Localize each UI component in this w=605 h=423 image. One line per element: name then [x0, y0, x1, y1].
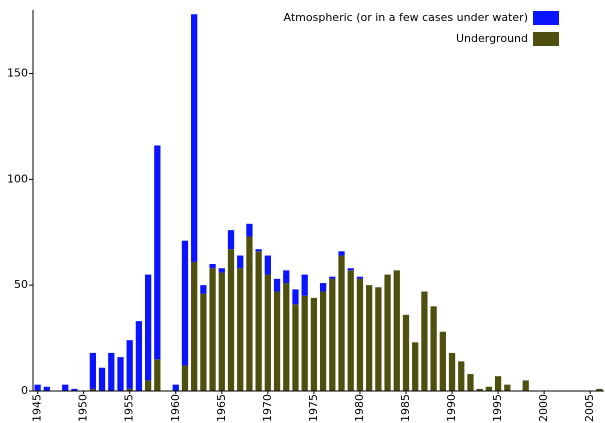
bar-segment [319, 283, 327, 292]
bar-segment [154, 359, 161, 391]
bar-segment [338, 251, 345, 256]
x-tick-label: 1955 [123, 394, 136, 422]
x-tick-label: 1995 [491, 394, 504, 422]
x-tick-label: 1975 [307, 394, 320, 422]
y-tick-label: 0 [21, 384, 28, 397]
legend-swatch [533, 32, 559, 46]
bar-segment [412, 342, 419, 391]
x-tick-label: 2000 [537, 394, 550, 422]
bar-segment [273, 278, 281, 292]
bar-segment [209, 264, 216, 269]
bar-segment [283, 270, 290, 284]
legend-swatch [533, 11, 559, 25]
bar-segment [255, 251, 262, 391]
bar-segment [319, 291, 327, 391]
bar-segment [504, 384, 511, 391]
bar-segment [62, 384, 69, 391]
bar-segment [181, 240, 189, 366]
bar-segment [237, 255, 244, 269]
bar-segment [264, 274, 271, 391]
bar-segment [209, 268, 216, 391]
bar-segment [135, 321, 143, 391]
bar-segment [191, 14, 198, 262]
bar-segment [126, 388, 133, 391]
bar-segment [89, 352, 96, 389]
bar-segment [98, 367, 106, 391]
bar-segment [596, 388, 603, 391]
bar-segment [200, 293, 207, 391]
bar-segment [237, 268, 244, 391]
bar-segment [356, 278, 364, 391]
bar-segment [246, 223, 253, 237]
y-tick-label: 150 [7, 67, 28, 80]
bar-segment [458, 361, 465, 391]
bar-segment [421, 291, 428, 391]
bar-segment [384, 274, 391, 391]
bar-segment [144, 380, 152, 391]
bar-segment [402, 314, 410, 391]
bar-segment [264, 255, 271, 275]
bar-segment [338, 255, 345, 391]
bar-segment [393, 270, 400, 391]
bar-segment [200, 285, 207, 294]
bar-segment [227, 230, 235, 250]
bar-segment [218, 268, 225, 273]
bar-segment [273, 291, 281, 391]
bar-segment [329, 278, 336, 391]
bar-segment [218, 272, 225, 391]
bar-segment [292, 289, 299, 305]
bar-segment [246, 236, 253, 391]
bar-segment [356, 276, 364, 279]
x-tick-label: 1960 [169, 394, 182, 422]
bar-segment [494, 376, 502, 391]
bar-segment [71, 388, 78, 391]
x-tick-label: 1980 [353, 394, 366, 422]
legend-label: Atmospheric (or in a few cases under wat… [284, 11, 528, 24]
bar-segment [255, 249, 262, 252]
bar-segment [126, 340, 133, 389]
bar-segment [154, 145, 161, 360]
x-tick-label: 1985 [399, 394, 412, 422]
y-tick-label: 100 [7, 172, 28, 185]
bar-segment [439, 331, 446, 391]
bar-segment [366, 285, 373, 391]
bar-segment [108, 352, 115, 391]
bar-segment [347, 268, 354, 271]
bar-segment [375, 287, 382, 391]
bar-segment [310, 297, 318, 391]
bar-segment [227, 249, 235, 391]
bar-segment [117, 357, 124, 391]
bar-segment [89, 388, 96, 391]
x-tick-label: 1965 [215, 394, 228, 422]
y-tick-label: 50 [14, 278, 28, 291]
bar-segment [476, 388, 483, 391]
bar-segment [191, 261, 198, 391]
x-tick-label: 1945 [31, 394, 44, 422]
bar-segment [522, 380, 529, 391]
x-tick-label: 2005 [583, 394, 596, 422]
bar-segment [283, 283, 290, 391]
bar-segment [301, 295, 308, 391]
bar-segment [181, 365, 189, 391]
x-tick-label: 1990 [445, 394, 458, 422]
bar-segment [448, 352, 456, 391]
bar-segment [430, 306, 437, 391]
bar-segment [485, 386, 493, 391]
x-tick-label: 1970 [261, 394, 274, 422]
legend-label: Underground [456, 32, 528, 45]
bar-segment [467, 374, 474, 391]
bar-segment [292, 304, 299, 391]
bar-segment [34, 384, 41, 391]
bar-segment [301, 274, 308, 296]
bar-segment [347, 270, 354, 391]
bar-segment [172, 384, 179, 391]
bar-segment [43, 386, 50, 391]
bar-segment [144, 274, 152, 381]
x-tick-label: 1950 [77, 394, 90, 422]
bar-segment [329, 276, 336, 279]
